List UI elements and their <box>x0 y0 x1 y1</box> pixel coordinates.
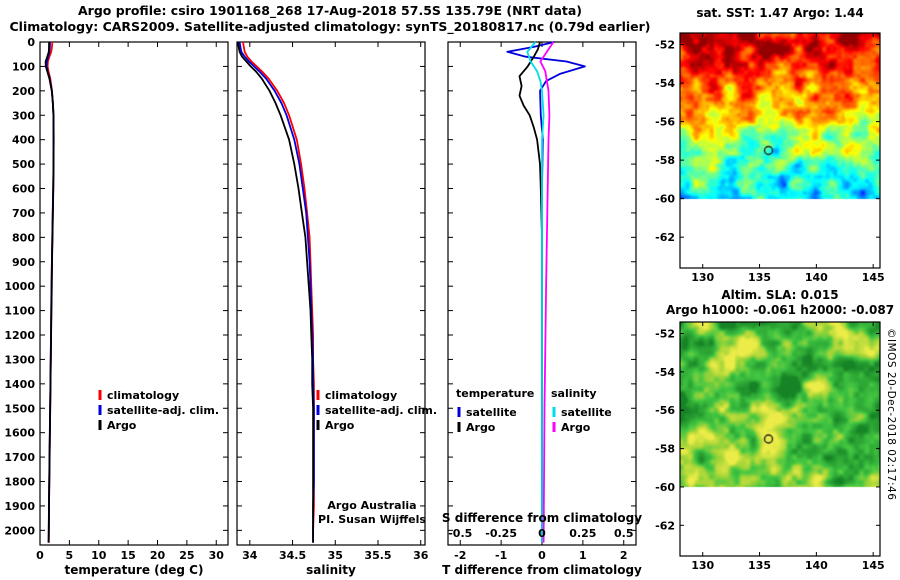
depth-tick-label: 700 <box>12 207 35 220</box>
legend-label: satellite-adj. clim. <box>107 404 219 417</box>
x2-tick-label: 0 <box>538 527 546 540</box>
depth-tick-label: 600 <box>12 183 35 196</box>
lon-tick-label: 135 <box>748 271 771 284</box>
figure-title-line-2: Climatology: CARS2009. Satellite-adjuste… <box>9 19 651 34</box>
lon-tick-label: 140 <box>805 559 828 572</box>
temperature-profile-xlabel: temperature (deg C) <box>65 563 204 577</box>
sla-map-title: Altim. SLA: 0.015 <box>721 288 839 302</box>
depth-tick-label: 1800 <box>4 476 35 489</box>
depth-tick-label: 800 <box>12 231 35 244</box>
depth-tick-label: 1100 <box>4 305 35 318</box>
legend-label: Argo <box>466 421 496 434</box>
series-satellite-adj-clim- <box>238 41 315 543</box>
depth-tick-label: 2000 <box>4 524 35 537</box>
legend-group-title: salinity <box>551 387 597 400</box>
x-tick-label: 0 <box>36 549 44 562</box>
legend-label: Argo <box>107 419 137 432</box>
salinity-profile-xlabel: salinity <box>306 563 356 577</box>
depth-tick-label: 1200 <box>4 329 35 342</box>
depth-tick-label: 300 <box>12 109 35 122</box>
sla-map-image <box>680 322 880 556</box>
difference-profile-x2label: S difference from climatology <box>442 511 642 525</box>
x-tick-label: 36 <box>413 549 429 562</box>
x2-tick-label: -0.25 <box>485 527 517 540</box>
x-tick-label: -1 <box>495 549 507 562</box>
legend-label: satellite <box>561 406 612 419</box>
depth-tick-label: 1600 <box>4 427 35 440</box>
depth-tick-label: 1400 <box>4 378 35 391</box>
series-t-diff-argo <box>518 41 543 543</box>
lon-tick-label: 135 <box>748 559 771 572</box>
sst-map-title: sat. SST: 1.47 Argo: 1.44 <box>696 6 864 20</box>
depth-tick-label: 1900 <box>4 500 35 513</box>
depth-tick-label: 1500 <box>4 402 35 415</box>
x-tick-label: 1 <box>579 549 587 562</box>
x-tick-label: 35 <box>328 549 343 562</box>
lon-tick-label: 130 <box>691 271 714 284</box>
depth-tick-label: 400 <box>12 134 35 147</box>
temperature-profile-frame <box>39 41 229 546</box>
depth-tick-label: 1300 <box>4 353 35 366</box>
x-tick-label: 15 <box>120 549 135 562</box>
series-s-diff-satellite <box>526 41 545 543</box>
imos-credit: ©IMOS 20-Dec-2018 02:17:46 <box>885 328 897 501</box>
depth-tick-label: 900 <box>12 256 35 269</box>
depth-tick-label: 1000 <box>4 280 35 293</box>
x-tick-label: 0 <box>538 549 546 562</box>
lon-tick-label: 130 <box>691 559 714 572</box>
x-tick-label: -2 <box>454 549 466 562</box>
sst-map-image <box>680 33 880 268</box>
x-tick-label: 5 <box>66 549 74 562</box>
legend-label: Argo <box>561 421 591 434</box>
x-tick-label: 10 <box>91 549 107 562</box>
profile-charts: 0 5 10 15 20 25 300100200300400500600700800900… <box>4 36 642 577</box>
lon-tick-label: 145 <box>862 271 885 284</box>
x2-tick-label: 0.25 <box>569 527 596 540</box>
x-tick-label: 34.5 <box>279 549 306 562</box>
figure-title-line-1: Argo profile: csiro 1901168_268 17-Aug-2… <box>78 3 582 18</box>
note: PI. Susan Wijffels <box>318 513 426 526</box>
difference-profile-xlabel: T difference from climatology <box>442 563 642 577</box>
legend-label: satellite <box>466 406 517 419</box>
legend-group-title: temperature <box>456 387 534 400</box>
legend-label: satellite-adj. clim. <box>325 404 437 417</box>
series-argo <box>237 41 315 543</box>
x-tick-label: 2 <box>620 549 628 562</box>
x-tick-label: 35.5 <box>364 549 391 562</box>
depth-tick-label: 500 <box>12 158 35 171</box>
x2-tick-label: -0.5 <box>448 527 472 540</box>
depth-tick-label: 200 <box>12 85 35 98</box>
salinity-profile-frame <box>236 41 426 546</box>
legend-label: climatology <box>325 389 397 402</box>
x-tick-label: 25 <box>179 549 194 562</box>
x2-tick-label: 0.5 <box>614 527 634 540</box>
lon-tick-label: 145 <box>862 559 885 572</box>
legend-label: climatology <box>107 389 179 402</box>
series-climatology <box>242 41 315 543</box>
depth-tick-label: 100 <box>12 60 35 73</box>
legend-label: Argo <box>325 419 355 432</box>
x-tick-label: 20 <box>150 549 166 562</box>
sla-map-subtitle: Argo h1000: -0.061 h2000: -0.087 <box>665 303 895 317</box>
series-argo <box>44 41 55 543</box>
lon-tick-label: 140 <box>805 271 828 284</box>
x-tick-label: 34 <box>242 549 258 562</box>
depth-tick-label: 1700 <box>4 451 35 464</box>
series-s-diff-argo <box>539 41 555 543</box>
x-tick-label: 30 <box>209 549 225 562</box>
depth-tick-label: 0 <box>27 36 35 49</box>
note: Argo Australia <box>327 499 416 512</box>
